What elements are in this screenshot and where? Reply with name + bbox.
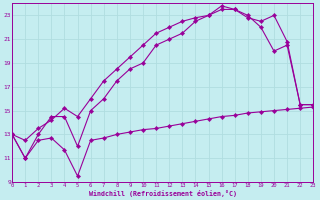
- X-axis label: Windchill (Refroidissement éolien,°C): Windchill (Refroidissement éolien,°C): [89, 190, 237, 197]
